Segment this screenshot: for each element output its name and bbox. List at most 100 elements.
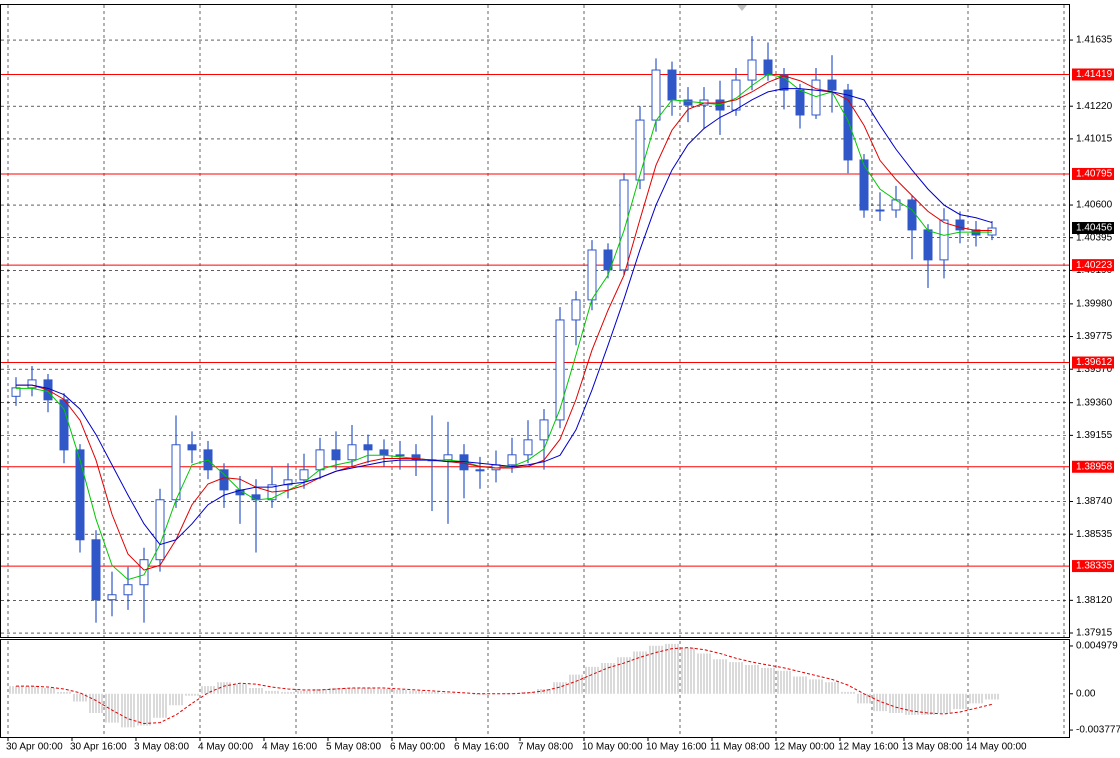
x-tick-label: 14 May 00:00 bbox=[966, 742, 1027, 753]
candle-body bbox=[763, 59, 773, 76]
candle-body bbox=[475, 469, 485, 472]
level-label: 1.41419 bbox=[1076, 69, 1113, 80]
candle-body bbox=[91, 539, 101, 601]
indicator-pane-frame bbox=[0, 639, 1070, 738]
candle-body bbox=[59, 399, 69, 451]
candle-body bbox=[27, 379, 37, 389]
candle-body bbox=[907, 199, 917, 231]
candle-body bbox=[107, 594, 117, 601]
y-tick-label: -0.003777 bbox=[1076, 725, 1120, 736]
y-tick-label: 1.41015 bbox=[1076, 134, 1113, 145]
level-label-box bbox=[1072, 259, 1114, 272]
candle-body bbox=[539, 419, 549, 441]
candle-body bbox=[667, 69, 677, 101]
candle-body bbox=[187, 444, 197, 451]
x-tick-label: 10 May 16:00 bbox=[646, 742, 707, 753]
y-tick-label: 1.39155 bbox=[1076, 430, 1113, 441]
candle-body bbox=[987, 227, 997, 236]
candle-body bbox=[651, 69, 661, 121]
x-tick-label: 4 May 16:00 bbox=[262, 742, 317, 753]
candle-body bbox=[315, 449, 325, 471]
y-tick-label: 1.38120 bbox=[1076, 595, 1113, 606]
candle-body bbox=[635, 119, 645, 181]
candle-body bbox=[347, 444, 357, 461]
candle-body bbox=[75, 449, 85, 541]
candle-body bbox=[747, 59, 757, 81]
level-label: 1.39612 bbox=[1076, 357, 1113, 368]
candle-body bbox=[299, 469, 309, 481]
level-label-box bbox=[1072, 167, 1114, 180]
x-tick-label: 13 May 08:00 bbox=[902, 742, 963, 753]
moving-average-line bbox=[16, 88, 993, 546]
candle-body bbox=[619, 179, 629, 271]
candle-body bbox=[731, 79, 741, 111]
y-tick-label: 1.39360 bbox=[1076, 397, 1113, 408]
signal-line bbox=[16, 647, 993, 725]
candle-body bbox=[779, 74, 789, 91]
candle-body bbox=[379, 449, 389, 456]
x-tick-label: 30 Apr 00:00 bbox=[6, 742, 63, 753]
candle-body bbox=[587, 249, 597, 301]
y-tick-label: 1.39570 bbox=[1076, 364, 1113, 375]
y-tick-label: 1.38535 bbox=[1076, 529, 1113, 540]
candle-body bbox=[395, 454, 405, 457]
x-tick-label: 12 May 16:00 bbox=[838, 742, 899, 753]
x-tick-label: 12 May 00:00 bbox=[774, 742, 835, 753]
y-tick-label: 1.40600 bbox=[1076, 200, 1113, 211]
y-tick-label: 1.41635 bbox=[1076, 35, 1113, 46]
x-tick-label: 6 May 00:00 bbox=[390, 742, 445, 753]
candle-body bbox=[955, 219, 965, 231]
grid-layer bbox=[1, 5, 1069, 737]
candle-body bbox=[923, 229, 933, 261]
y-tick-label: 0.00 bbox=[1076, 688, 1096, 699]
candle-body bbox=[11, 387, 21, 397]
x-tick-label: 30 Apr 16:00 bbox=[70, 742, 127, 753]
axis-layer: 1.416351.412201.410151.406001.403951.401… bbox=[6, 35, 1120, 753]
last-price-box bbox=[1072, 221, 1114, 234]
moving-average-line bbox=[16, 73, 992, 581]
candle-body bbox=[219, 469, 229, 491]
candle-body bbox=[331, 449, 341, 461]
marks-layer bbox=[1, 36, 1069, 728]
candle-body bbox=[555, 319, 565, 421]
y-tick-label: 1.41220 bbox=[1076, 101, 1113, 112]
candle-body bbox=[875, 209, 885, 212]
candle-body bbox=[363, 444, 373, 451]
candle-body bbox=[523, 439, 533, 456]
candle-body bbox=[139, 559, 149, 586]
level-label: 1.38335 bbox=[1076, 561, 1113, 572]
y-tick-label: 1.40395 bbox=[1076, 232, 1113, 243]
level-label: 1.38958 bbox=[1076, 461, 1113, 472]
x-tick-label: 7 May 08:00 bbox=[518, 742, 573, 753]
candle-body bbox=[939, 219, 949, 261]
shift-marker bbox=[737, 5, 747, 11]
last-price-label: 1.40456 bbox=[1076, 223, 1113, 234]
x-tick-label: 5 May 08:00 bbox=[326, 742, 381, 753]
candle-body bbox=[155, 499, 165, 561]
y-tick-label: 0.004979 bbox=[1076, 641, 1118, 652]
candle-body bbox=[283, 479, 293, 486]
x-tick-label: 10 May 00:00 bbox=[582, 742, 643, 753]
candle-body bbox=[571, 299, 581, 321]
y-tick-label: 1.37915 bbox=[1076, 628, 1113, 639]
candle-body bbox=[683, 99, 693, 106]
y-tick-label: 1.39775 bbox=[1076, 331, 1113, 342]
x-tick-label: 11 May 08:00 bbox=[710, 742, 770, 753]
candle-body bbox=[123, 584, 133, 596]
candle-body bbox=[843, 89, 853, 161]
x-tick-label: 3 May 08:00 bbox=[134, 742, 189, 753]
candle-body bbox=[859, 159, 869, 211]
candle-body bbox=[507, 454, 517, 466]
level-label-box bbox=[1072, 356, 1114, 369]
candle-body bbox=[171, 444, 181, 501]
y-tick-label: 1.38740 bbox=[1076, 496, 1113, 507]
level-label: 1.40795 bbox=[1076, 169, 1113, 180]
candle-body bbox=[795, 89, 805, 116]
level-label: 1.40223 bbox=[1076, 260, 1113, 271]
candle-body bbox=[443, 454, 453, 461]
level-label-box bbox=[1072, 560, 1114, 573]
candle-body bbox=[811, 79, 821, 116]
level-label-box bbox=[1072, 68, 1114, 81]
